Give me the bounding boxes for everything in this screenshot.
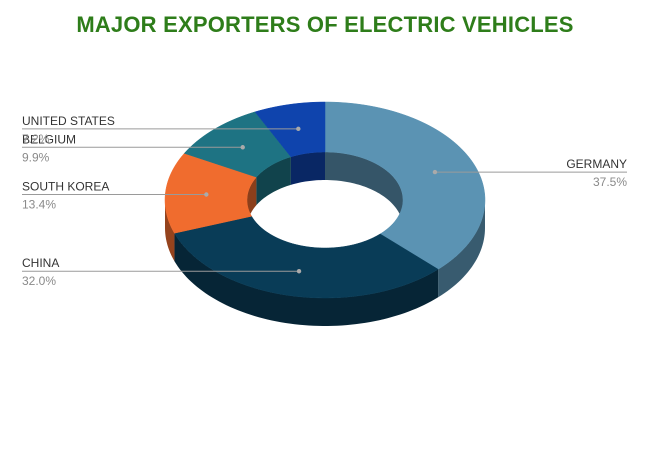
chart-title: MAJOR EXPORTERS OF ELECTRIC VEHICLES <box>76 12 574 37</box>
slice-label-germany: GERMANY <box>566 157 627 171</box>
leader-dot-china <box>296 269 302 274</box>
slice-germany <box>324 101 486 270</box>
slice-value-belgium: 9.9% <box>22 150 50 164</box>
slice-label-china: CHINA <box>22 256 59 270</box>
slice-united-states <box>254 101 326 158</box>
slice-label-united-states: UNITED STATES <box>22 114 115 128</box>
leader-dot-south-korea <box>204 192 209 197</box>
slice-value-germany: 37.5% <box>593 175 627 189</box>
outer-wall-china <box>174 233 439 326</box>
outer-wall-south-korea <box>165 200 175 262</box>
donut-3d-depth <box>165 152 485 326</box>
inner-wall-germany <box>325 152 403 228</box>
leader-dot-united-states <box>296 126 301 132</box>
slice-labels: GERMANY 37.5% CHINA 32.0% SOUTH KOREA 13.4% BE… <box>22 114 627 288</box>
leader-dot-belgium <box>240 145 245 150</box>
slice-value-united-states: 7.2% <box>22 132 50 146</box>
slice-label-belgium: BELGIUM <box>22 132 76 146</box>
inner-wall-belgium <box>256 156 291 206</box>
inner-wall-united-states <box>290 152 325 185</box>
outer-wall-germany <box>438 200 485 298</box>
donut-slices <box>164 101 486 299</box>
leader-dot-germany <box>432 169 438 175</box>
slice-value-china: 32.0% <box>22 274 56 288</box>
slice-value-south-korea: 13.4% <box>22 198 56 212</box>
slice-label-south-korea: SOUTH KOREA <box>22 180 109 194</box>
